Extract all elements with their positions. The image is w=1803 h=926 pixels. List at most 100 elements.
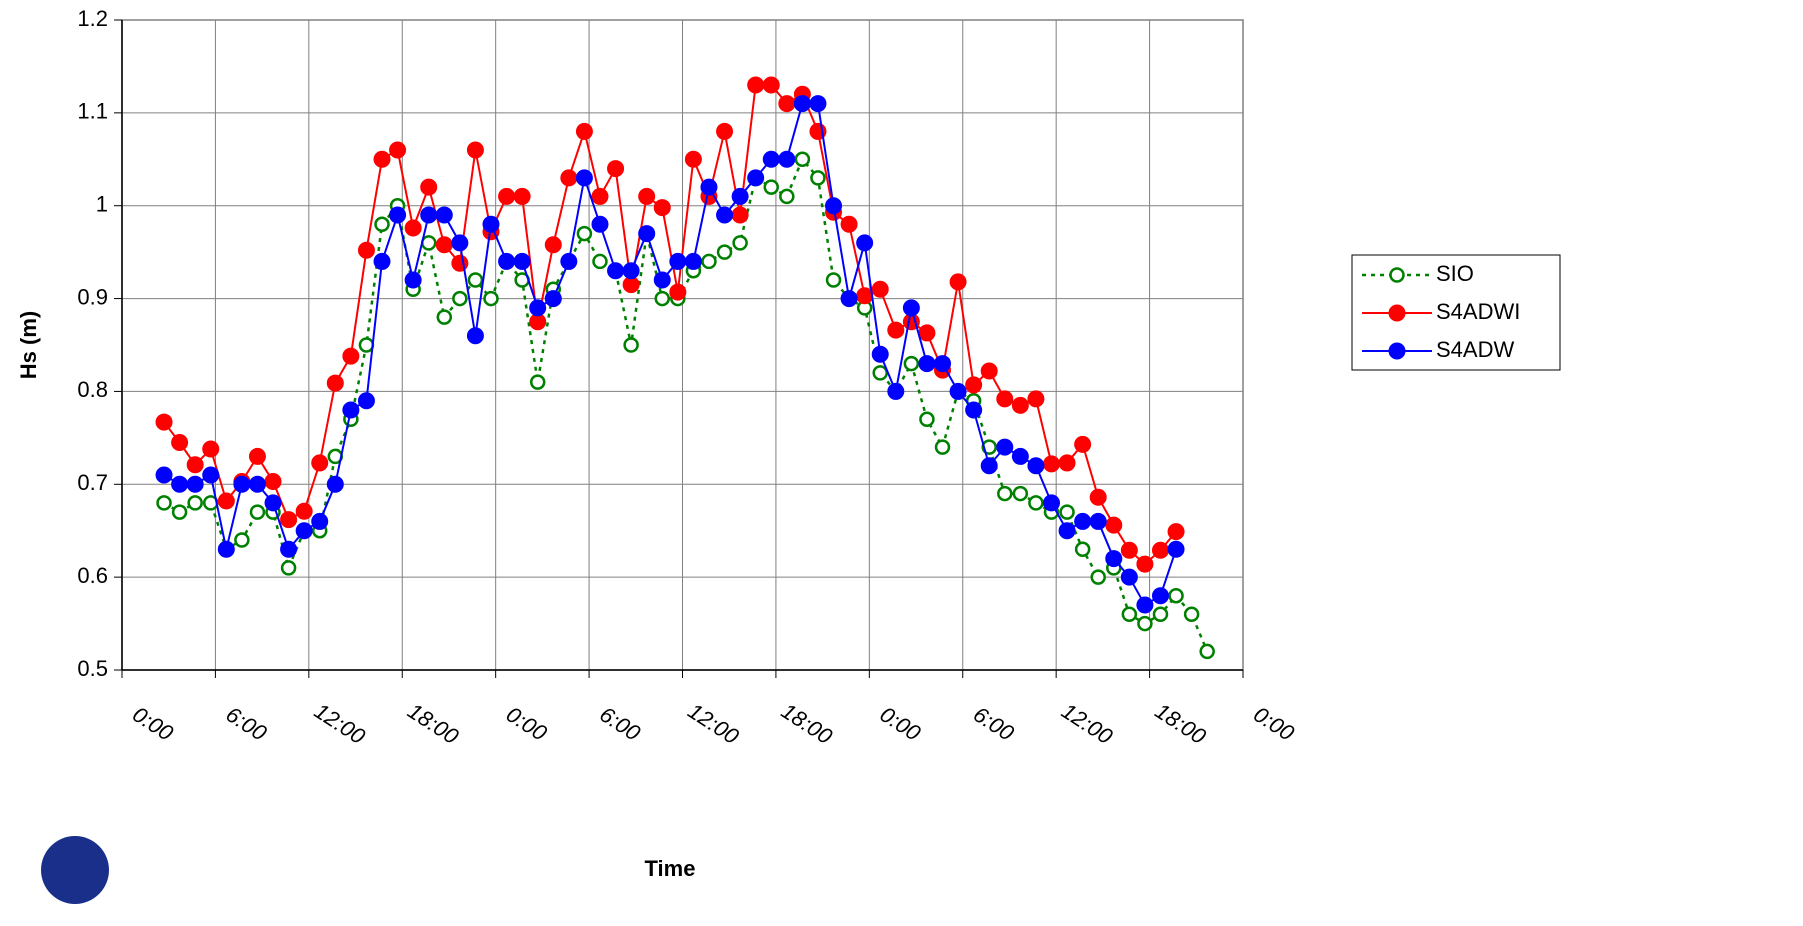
point: [887, 321, 905, 339]
point: [498, 252, 516, 270]
point: [389, 206, 407, 224]
point: [357, 241, 375, 259]
point: [762, 76, 780, 94]
point: [1199, 643, 1215, 660]
x-tick-label: 12:00: [1057, 698, 1117, 749]
point: [1058, 454, 1076, 472]
point: [1136, 555, 1154, 573]
point: [171, 475, 189, 493]
legend-marker: [1388, 342, 1406, 360]
point: [794, 151, 811, 168]
point: [591, 215, 609, 233]
point: [810, 170, 826, 186]
x-tick-label: 18:00: [777, 698, 837, 749]
point: [638, 225, 656, 243]
point: [280, 560, 297, 576]
x-tick-label: 0:00: [502, 701, 552, 746]
point: [217, 540, 235, 558]
point: [778, 150, 796, 168]
point: [654, 290, 671, 307]
point: [887, 382, 905, 400]
point: [420, 235, 437, 251]
point: [1058, 522, 1076, 540]
point: [778, 95, 796, 113]
point: [326, 374, 344, 392]
point: [404, 271, 422, 289]
point: [560, 252, 578, 270]
point: [980, 457, 998, 475]
point: [186, 456, 204, 474]
point: [1120, 541, 1138, 559]
point: [249, 504, 266, 520]
point: [731, 206, 749, 224]
point: [1027, 390, 1045, 408]
point: [902, 299, 920, 317]
point: [1042, 455, 1060, 473]
point: [1105, 550, 1123, 568]
x-axis-label: Time: [645, 856, 696, 881]
x-tick-label: 18:00: [403, 698, 463, 749]
point: [747, 169, 765, 187]
point: [669, 252, 687, 270]
point: [1120, 568, 1138, 586]
point: [856, 234, 874, 252]
point: [1090, 569, 1106, 585]
point: [186, 475, 204, 493]
point: [762, 150, 780, 168]
point: [918, 355, 936, 373]
point: [171, 434, 189, 451]
point: [452, 290, 468, 307]
point: [856, 287, 874, 305]
point: [980, 362, 998, 380]
point: [840, 215, 858, 233]
x-tick-label: 6:00: [222, 701, 272, 746]
legend-marker: [1389, 267, 1405, 283]
point: [607, 262, 625, 280]
point: [653, 199, 671, 217]
point: [638, 187, 656, 205]
point: [949, 273, 967, 291]
point: [701, 253, 717, 270]
point: [1011, 396, 1029, 414]
point: [171, 504, 188, 520]
point: [544, 290, 562, 308]
point: [1151, 587, 1169, 605]
point: [996, 390, 1014, 408]
point: [264, 473, 282, 490]
point: [716, 244, 733, 260]
point: [903, 355, 920, 372]
point: [700, 178, 718, 196]
point: [529, 299, 547, 317]
legend-label: SIO: [1436, 261, 1474, 286]
point: [684, 150, 702, 168]
point: [1012, 485, 1029, 502]
point: [311, 454, 329, 472]
point: [357, 392, 375, 410]
point: [1059, 504, 1075, 520]
point: [1151, 541, 1169, 559]
point: [1074, 512, 1092, 530]
point: [1042, 494, 1060, 512]
point: [513, 187, 531, 205]
point: [404, 219, 422, 237]
point: [669, 283, 687, 301]
y-tick-label: 1.1: [77, 99, 108, 124]
y-tick-label: 0.9: [77, 284, 108, 309]
point: [374, 216, 390, 233]
y-tick-label: 1: [96, 192, 108, 217]
point: [934, 355, 952, 373]
point: [747, 76, 765, 94]
point: [1121, 606, 1138, 623]
point: [1136, 596, 1154, 614]
point: [342, 401, 360, 419]
x-tick-label: 12:00: [684, 698, 744, 749]
point: [825, 272, 842, 288]
point: [965, 401, 983, 419]
point: [373, 252, 391, 270]
x-tick-label: 0:00: [1249, 701, 1299, 746]
point: [202, 466, 220, 484]
point: [1011, 447, 1029, 465]
point: [592, 253, 608, 270]
point: [934, 439, 951, 455]
point: [280, 540, 298, 558]
